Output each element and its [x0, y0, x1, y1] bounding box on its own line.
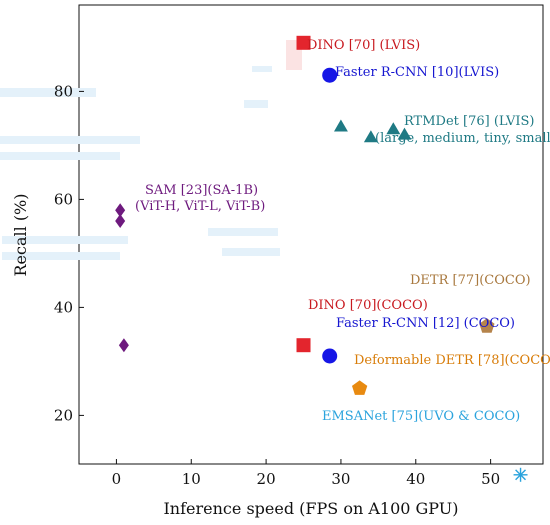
axis-ticks: 0 10 20 30 40 50 20 40 60 80 [54, 82, 500, 488]
annotation-label: Faster R-CNN [10](LVIS) [335, 65, 499, 80]
circle-point [322, 348, 338, 364]
asterisk-stroke [515, 469, 526, 481]
annotation-label: DINO [70](COCO) [308, 298, 428, 313]
annotations: DINO [70] (LVIS) Faster R-CNN [10](LVIS) R… [135, 38, 550, 424]
x-tick-label: 50 [481, 470, 500, 488]
faded-artifact [0, 88, 96, 97]
pentagon-point [352, 380, 368, 395]
faded-artifact [244, 100, 268, 108]
faded-artifact [0, 136, 140, 144]
annotation-label: RTMDet [76] (LVIS) [404, 114, 535, 129]
triangle-point [386, 122, 401, 135]
x-tick-label: 0 [112, 470, 122, 488]
circle-point [322, 67, 338, 83]
annotation-label: EMSANet [75](UVO & COCO) [322, 409, 520, 424]
diamond-point [118, 338, 129, 353]
annotation-label: SAM [23](SA-1B) [145, 183, 258, 198]
annotation-label: (ViT-H, ViT-L, ViT-B) [135, 199, 265, 214]
y-tick-label: 60 [54, 190, 73, 208]
diamond-point [115, 214, 126, 228]
faded-artifact [2, 252, 120, 260]
annotation-label: DINO [70] (LVIS) [307, 38, 420, 53]
faded-artifact [0, 152, 120, 160]
y-tick-label: 40 [54, 298, 73, 316]
x-tick-label: 40 [406, 470, 425, 488]
annotation-label: (large, medium, tiny, small) [375, 131, 550, 146]
faded-background-text [0, 40, 302, 260]
y-tick-label: 80 [54, 82, 73, 100]
x-tick-label: 30 [331, 470, 350, 488]
annotation-label: DETR [77](COCO) [410, 273, 531, 288]
faded-artifact [222, 248, 280, 256]
faded-artifact [208, 228, 278, 236]
asterisk-point [513, 467, 528, 482]
square-point [296, 338, 311, 353]
diamond-point [115, 203, 126, 218]
x-tick-label: 20 [257, 470, 276, 488]
faded-artifact [252, 66, 272, 72]
annotation-label: Deformable DETR [78](COCO) [354, 353, 550, 368]
triangle-point [363, 130, 378, 143]
x-tick-label: 10 [182, 470, 201, 488]
y-axis-label: Recall (%) [11, 193, 30, 276]
triangle-point [334, 119, 348, 132]
faded-artifact [2, 236, 128, 244]
x-axis-label: Inference speed (FPS on A100 GPU) [163, 499, 458, 518]
chart-marks [115, 35, 528, 482]
y-tick-label: 20 [54, 406, 73, 424]
pentagon-point [479, 318, 495, 333]
annotation-label: Faster R-CNN [12] (COCO) [336, 316, 515, 331]
triangle-point [397, 127, 412, 140]
plot-frame [78, 4, 544, 465]
square-point [296, 35, 311, 50]
